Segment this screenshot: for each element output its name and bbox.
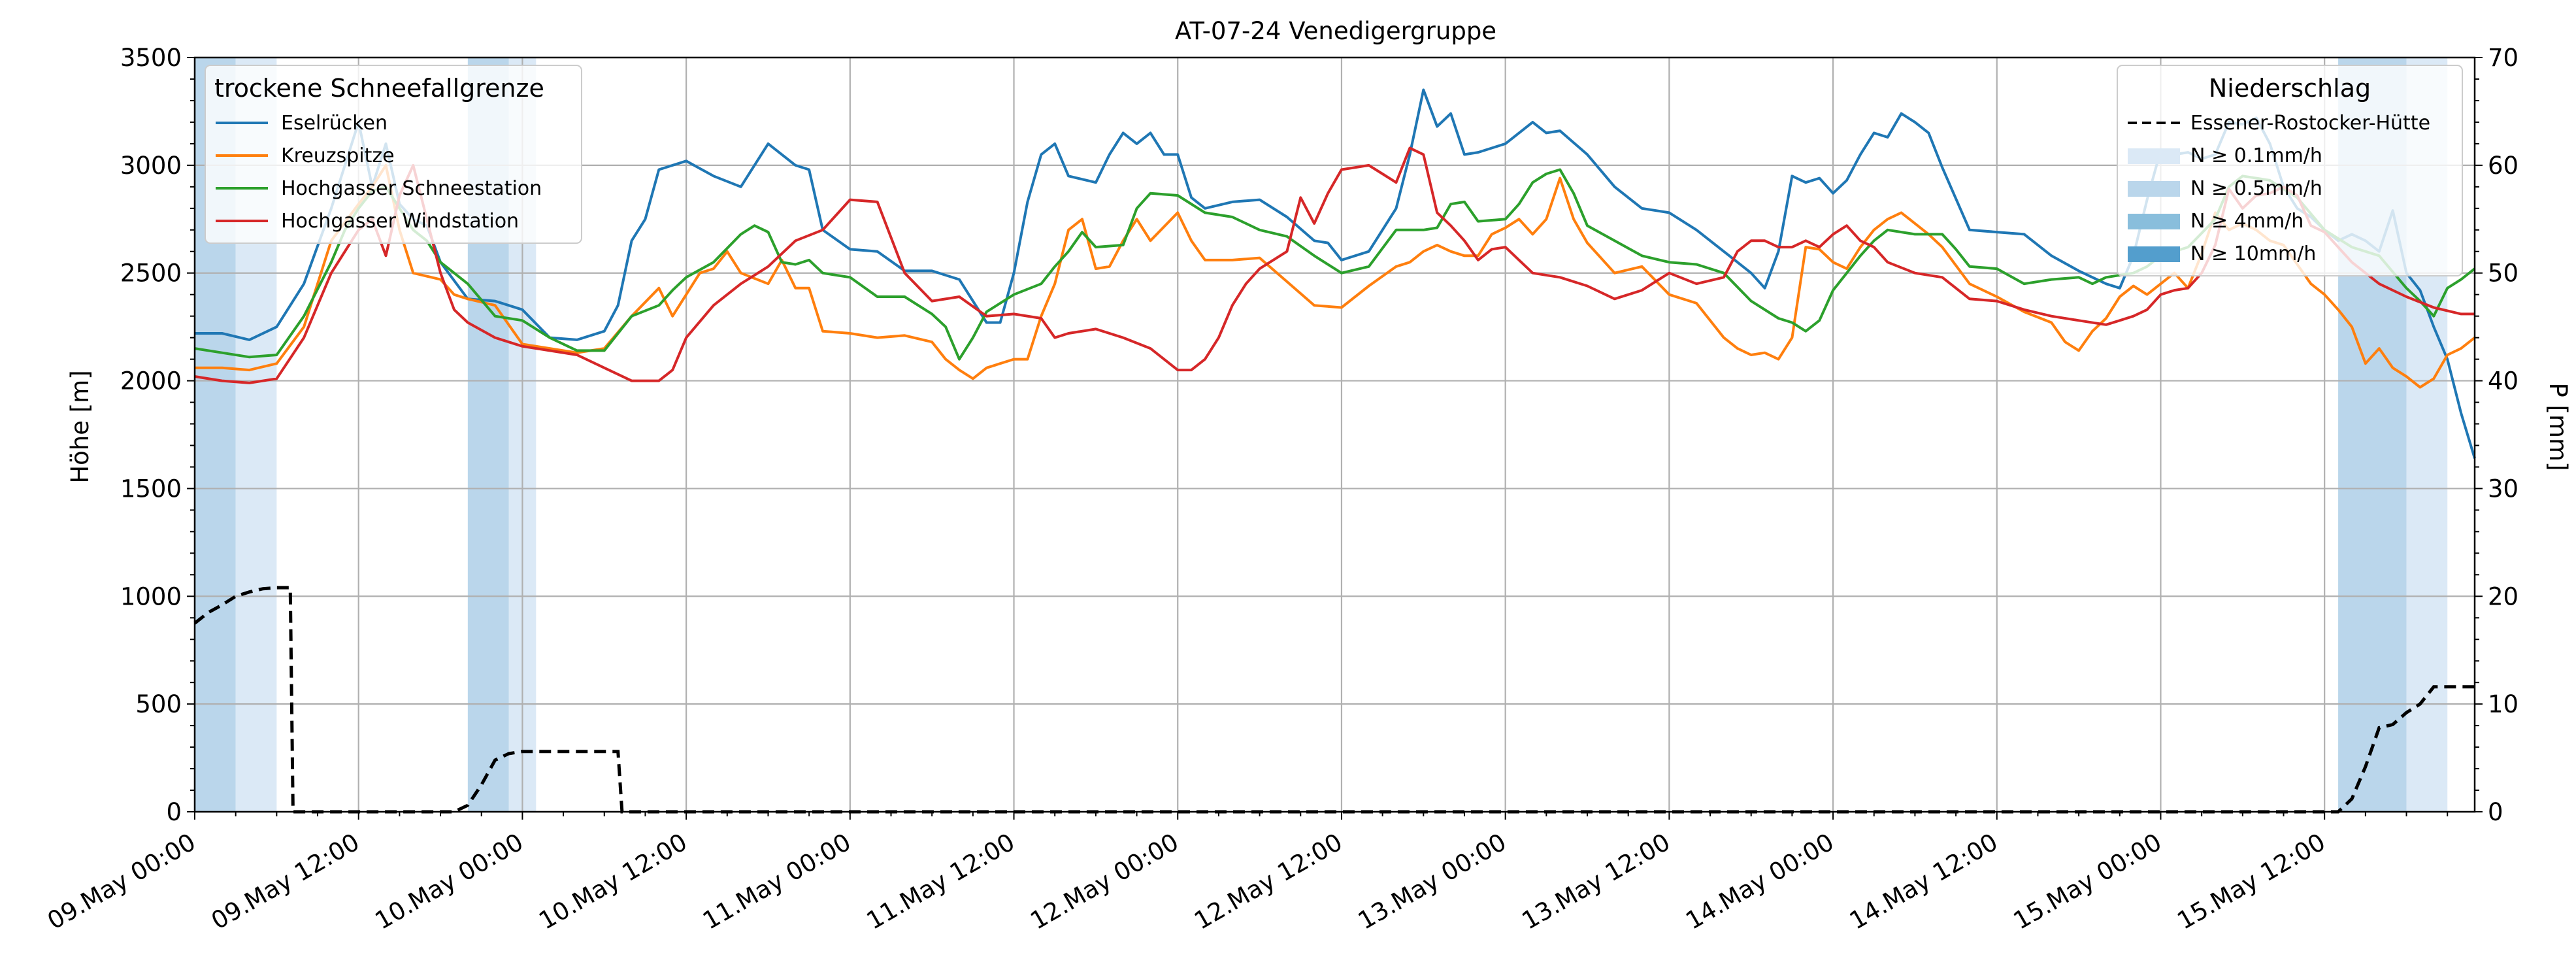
y-axis-label-left: Höhe [m] xyxy=(66,370,94,483)
legend-entry-band-1: N ≥ 0.5mm/h xyxy=(2190,177,2322,200)
series-lines xyxy=(193,88,2476,814)
y-left-tick-label: 2500 xyxy=(120,259,182,288)
y-left-tick-label: 0 xyxy=(166,798,182,826)
legend-entry-band-3: N ≥ 10mm/h xyxy=(2190,242,2316,265)
legend-entry-band-0: N ≥ 0.1mm/h xyxy=(2190,144,2322,167)
legend-swatch-band-0 xyxy=(2128,148,2180,164)
legend-swatch-band-2 xyxy=(2128,214,2180,229)
y-right-tick-label: 0 xyxy=(2488,798,2503,826)
y-right-tick-label: 20 xyxy=(2488,582,2518,610)
chart-title: AT-07-24 Venedigergruppe xyxy=(1175,17,1496,45)
legend-precipitation: Niederschlag Essener-Rostocker-Hütte N ≥… xyxy=(2117,65,2463,276)
y-right-tick-label: 30 xyxy=(2488,475,2518,503)
series-line-precipitation xyxy=(193,586,2475,814)
y-left-tick-label: 2000 xyxy=(120,367,182,395)
y-left-tick-label: 3000 xyxy=(120,152,182,180)
y-left-tick-label: 1500 xyxy=(120,475,182,503)
legend-entry-hochgasser-schneestation: Hochgasser Schneestation xyxy=(281,177,542,200)
legend-entry-eselruecken: Eselrücken xyxy=(281,112,388,135)
legend-entry-kreuzspitze: Kreuzspitze xyxy=(281,144,395,167)
y-right-tick-label: 40 xyxy=(2488,367,2518,395)
legend-swatch-band-3 xyxy=(2128,246,2180,262)
y-right-tick-label: 60 xyxy=(2488,152,2518,180)
y-right-tick-label: 50 xyxy=(2488,259,2518,288)
legend-snowline: trockene Schneefallgrenze Eselrücken Kre… xyxy=(205,65,582,244)
legend-entry-hochgasser-windstation: Hochgasser Windstation xyxy=(281,210,519,233)
legend-entry-essener-rostocker-huette: Essener-Rostocker-Hütte xyxy=(2190,112,2430,135)
legend-snowline-title: trockene Schneefallgrenze xyxy=(214,74,544,103)
y-left-tick-label: 500 xyxy=(135,690,182,718)
legend-swatch-band-1 xyxy=(2128,181,2180,197)
series-line-kreuzspitze xyxy=(195,163,2476,389)
y-left-tick-label: 1000 xyxy=(120,582,182,610)
y-axis-label-right: P [mm] xyxy=(2544,382,2572,471)
series-line-hochgasser-windstation xyxy=(194,146,2475,384)
y-right-tick-label: 10 xyxy=(2488,690,2518,718)
y-right-tick-label: 70 xyxy=(2488,44,2518,72)
plot-frame xyxy=(193,56,2476,813)
series-line-hochgasser-schneestation xyxy=(194,168,2476,361)
y-left-tick-label: 3500 xyxy=(120,44,182,72)
legend-precipitation-title: Niederschlag xyxy=(2209,74,2371,103)
legend-entry-band-2: N ≥ 4mm/h xyxy=(2190,210,2304,233)
